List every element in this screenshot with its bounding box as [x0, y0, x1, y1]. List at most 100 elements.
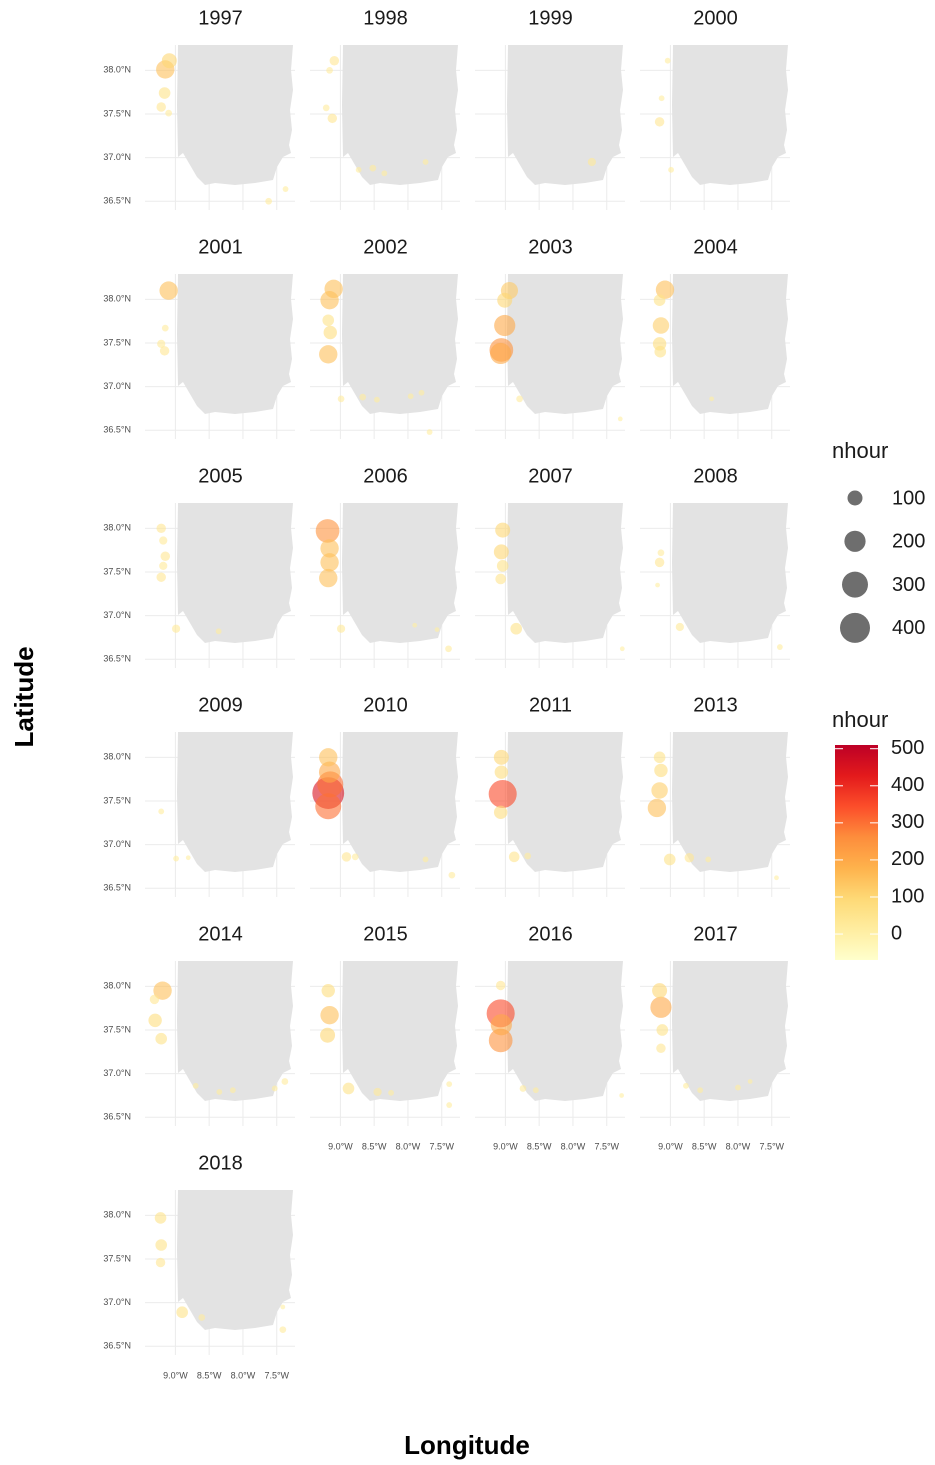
point — [426, 429, 433, 435]
y-tick-label: 36.5°N — [103, 1341, 131, 1351]
point — [369, 164, 377, 172]
point — [448, 871, 456, 879]
point — [495, 522, 511, 538]
land — [507, 274, 623, 414]
point — [617, 416, 623, 422]
point — [159, 561, 168, 570]
y-tick-label: 38.0°N — [103, 294, 131, 304]
land — [672, 274, 788, 414]
size-legend-label: 100 — [892, 487, 925, 509]
point — [153, 981, 172, 1000]
point — [319, 748, 338, 767]
point — [619, 646, 625, 652]
facet-title: 2001 — [198, 236, 243, 258]
point — [155, 1239, 168, 1251]
point — [326, 66, 333, 74]
point — [418, 389, 425, 396]
point — [658, 95, 665, 102]
point — [373, 1087, 382, 1097]
land — [672, 45, 788, 185]
point — [407, 393, 414, 400]
x-tick-label: 8.5°W — [197, 1370, 222, 1380]
point — [165, 109, 173, 117]
size-legend-key — [847, 490, 863, 506]
point — [494, 314, 516, 337]
point — [320, 1027, 336, 1043]
point — [664, 57, 671, 64]
point — [159, 281, 178, 300]
point — [587, 157, 596, 167]
y-tick-label: 38.0°N — [103, 65, 131, 75]
y-tick-label: 38.0°N — [103, 1210, 131, 1220]
y-tick-label: 37.0°N — [103, 1068, 131, 1078]
point — [497, 292, 513, 308]
facet-title: 2008 — [693, 465, 738, 487]
point — [322, 104, 330, 112]
y-tick-label: 38.0°N — [103, 752, 131, 762]
x-tick-label: 8.0°W — [561, 1141, 586, 1151]
facet-title: 2002 — [363, 236, 408, 258]
point — [488, 1028, 513, 1053]
x-tick-label: 7.5°W — [264, 1370, 289, 1380]
land — [507, 45, 623, 185]
y-tick-label: 36.5°N — [103, 425, 131, 435]
y-tick-label: 38.0°N — [103, 523, 131, 533]
colorbar-label: 200 — [891, 848, 924, 870]
point — [709, 396, 714, 402]
size-legend-key — [842, 571, 868, 598]
land — [177, 732, 293, 872]
y-tick-label: 37.5°N — [103, 108, 131, 118]
point — [157, 339, 166, 348]
point — [675, 622, 684, 632]
point — [337, 395, 345, 403]
point — [373, 396, 380, 403]
point — [446, 1081, 453, 1087]
point — [279, 1326, 287, 1334]
point — [320, 291, 339, 310]
facet-title: 2006 — [363, 465, 408, 487]
point — [651, 782, 668, 799]
point — [215, 628, 222, 635]
x-tick-label: 8.0°W — [231, 1370, 256, 1380]
point — [161, 53, 177, 69]
point — [654, 763, 668, 778]
point — [322, 314, 335, 327]
point — [493, 749, 509, 765]
land — [177, 961, 293, 1101]
color-legend-title: nhour — [832, 707, 888, 732]
facet-title: 2017 — [693, 923, 738, 945]
land — [672, 732, 788, 872]
point — [156, 523, 166, 534]
point — [516, 395, 523, 403]
x-tick-label: 8.5°W — [362, 1141, 387, 1151]
land — [342, 274, 458, 414]
facet-title: 2004 — [693, 236, 738, 258]
point — [655, 582, 660, 588]
x-tick-label: 9.0°W — [658, 1141, 683, 1151]
x-tick-label: 7.5°W — [594, 1141, 619, 1151]
point — [282, 186, 289, 192]
point — [422, 159, 429, 165]
colorbar-label: 400 — [891, 774, 924, 796]
point — [434, 627, 440, 632]
land — [177, 274, 293, 414]
land — [342, 961, 458, 1101]
y-tick-label: 37.0°N — [103, 381, 131, 391]
point — [155, 1257, 166, 1268]
point — [320, 553, 339, 572]
point — [156, 572, 166, 582]
point — [532, 1087, 539, 1094]
facet-title: 1997 — [198, 7, 243, 29]
point — [657, 549, 665, 557]
size-legend-title: nhour — [832, 438, 888, 463]
point — [668, 166, 674, 173]
point — [652, 983, 668, 999]
point — [158, 87, 171, 99]
land — [507, 503, 623, 643]
point — [281, 1078, 289, 1085]
point — [774, 875, 779, 881]
point — [655, 280, 675, 299]
x-tick-label: 8.5°W — [692, 1141, 717, 1151]
y-tick-label: 37.5°N — [103, 337, 131, 347]
y-tick-label: 37.0°N — [103, 1297, 131, 1307]
